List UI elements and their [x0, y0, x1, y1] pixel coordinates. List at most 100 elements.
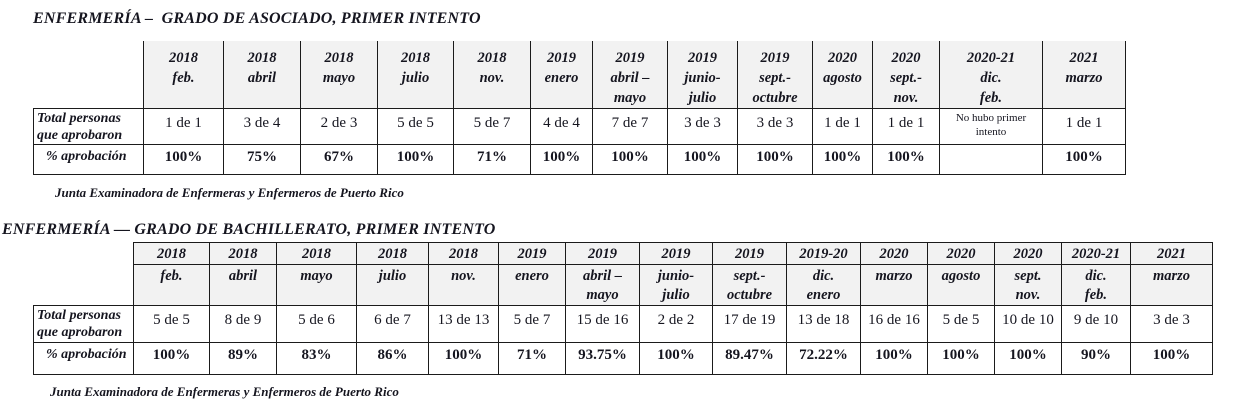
source-note: Junta Examinadora de Enfermeras y Enferm… [55, 185, 404, 201]
year-label: 2018 [477, 50, 507, 66]
total-cell: 5 de 7 [453, 107, 531, 146]
year-cell: 2018 [276, 242, 357, 266]
pct-cell: 100% [860, 342, 928, 376]
year-month-cell: 2018 mayo [300, 41, 378, 109]
month-cell: agosto [927, 264, 995, 307]
year-month-cell: 2019 junio- julio [667, 41, 738, 109]
year-month-cell: 2019 abril – mayo [592, 41, 668, 109]
pct-cell: 75% [223, 144, 301, 176]
pct-cell: 100% [428, 342, 499, 376]
asociado-title: ENFERMERÍA – GRADO DE ASOCIADO, PRIMER I… [33, 10, 481, 27]
month-label: abril [247, 70, 277, 86]
month-cell: marzo [860, 264, 928, 307]
pct-cell: 100% [737, 144, 813, 176]
pct-cell: 100% [812, 144, 873, 176]
year-cell: 2018 [209, 242, 277, 266]
pct-cell: 100% [872, 144, 940, 176]
header-stub-cell [33, 41, 144, 109]
total-cell: 2 de 3 [300, 107, 378, 146]
month-cell: sept. nov. [994, 264, 1062, 307]
pct-cell: 89% [209, 342, 277, 376]
month-label: mayo [322, 70, 356, 86]
year-label: 2018 [324, 50, 354, 66]
pct-cell: 71% [498, 342, 566, 376]
year-label: 2020 [828, 50, 857, 66]
year-label: 2020 [891, 50, 921, 66]
year-month-cell: 2018 julio [377, 41, 454, 109]
total-cell: 1 de 1 [812, 107, 873, 146]
month-cell: sept.- octubre [712, 264, 787, 307]
pct-cell: 100% [994, 342, 1062, 376]
pct-cell: 72.22% [786, 342, 861, 376]
row-label-pct: % aprobación [33, 342, 134, 376]
month-cell: dic. feb. [1061, 264, 1131, 307]
pct-cell: 71% [453, 144, 531, 176]
month-cell: dic. enero [786, 264, 861, 307]
year-cell: 2019 [639, 242, 713, 266]
year-cell: 2019 [565, 242, 640, 266]
total-cell: 1 de 1 [143, 107, 224, 146]
year-month-cell: 2020 sept.- nov. [872, 41, 940, 109]
total-cell: 5 de 7 [498, 305, 566, 344]
total-cell: 6 de 7 [356, 305, 429, 344]
month-label: sept.- nov. [890, 70, 922, 106]
month-cell: enero [498, 264, 566, 307]
total-cell: 3 de 3 [667, 107, 738, 146]
total-cell: 13 de 18 [786, 305, 861, 344]
total-cell: 8 de 9 [209, 305, 277, 344]
bachillerato-month-row: feb. abril mayo julio nov. enero abril – mayo j… [34, 264, 1213, 307]
year-label: 2019 [547, 50, 576, 66]
year-cell: 2019 [712, 242, 787, 266]
pct-cell: 89.47% [712, 342, 787, 376]
year-month-cell: 2020 agosto [812, 41, 873, 109]
total-cell: 1 de 1 [1042, 107, 1126, 146]
total-cell: 5 de 5 [927, 305, 995, 344]
pct-cell: 67% [300, 144, 378, 176]
year-cell: 2018 [428, 242, 499, 266]
year-label: 2018 [247, 50, 277, 66]
year-label: 2019 [760, 50, 790, 66]
asociado-table: 2018 feb. 2018 abril 2018 mayo 2018 julio 2018 no… [33, 41, 1126, 176]
total-cell: 13 de 13 [428, 305, 499, 344]
month-cell: nov. [428, 264, 499, 307]
header-stub-cell [33, 242, 134, 306]
month-cell: junio- julio [639, 264, 713, 307]
total-cell: 2 de 2 [639, 305, 713, 344]
pct-cell: 100% [927, 342, 995, 376]
total-cell: 7 de 7 [592, 107, 668, 146]
month-label: sept.- octubre [752, 70, 798, 106]
total-cell: 16 de 16 [860, 305, 928, 344]
pct-cell: 83% [276, 342, 357, 376]
month-cell: marzo [1130, 264, 1213, 307]
pct-cell: 100% [530, 144, 593, 176]
pct-cell: 93.75% [565, 342, 640, 376]
year-cell: 2020 [860, 242, 928, 266]
total-cell: No hubo primer intento [939, 107, 1043, 146]
row-label-pct: % aprobación [33, 144, 144, 176]
month-cell: mayo [276, 264, 357, 307]
month-cell: abril [209, 264, 277, 307]
pct-cell: 100% [133, 342, 210, 376]
year-month-cell: 2019 sept.- octubre [737, 41, 813, 109]
year-cell: 2018 [356, 242, 429, 266]
row-label-total: Total personas que aprobaron [33, 107, 144, 146]
year-cell: 2019 [498, 242, 566, 266]
total-cell: 5 de 6 [276, 305, 357, 344]
year-label: 2019 [688, 50, 717, 66]
total-cell: 4 de 4 [530, 107, 593, 146]
asociado-header-row: 2018 feb. 2018 abril 2018 mayo 2018 julio 2018 no… [33, 41, 1126, 109]
total-cell: 3 de 4 [223, 107, 301, 146]
month-cell: abril – mayo [565, 264, 640, 307]
month-label: dic. feb. [979, 70, 1003, 106]
year-label: 2019 [615, 50, 645, 66]
pct-cell: 100% [143, 144, 224, 176]
year-month-cell: 2019 enero [530, 41, 593, 109]
year-cell: 2020-21 [1061, 242, 1131, 266]
pct-cell: 90% [1061, 342, 1131, 376]
total-cell: 5 de 5 [377, 107, 454, 146]
source-note: Junta Examinadora de Enfermeras y Enferm… [50, 384, 399, 400]
total-cell: 3 de 3 [737, 107, 813, 146]
year-cell: 2019-20 [786, 242, 861, 266]
pct-cell: 100% [377, 144, 454, 176]
